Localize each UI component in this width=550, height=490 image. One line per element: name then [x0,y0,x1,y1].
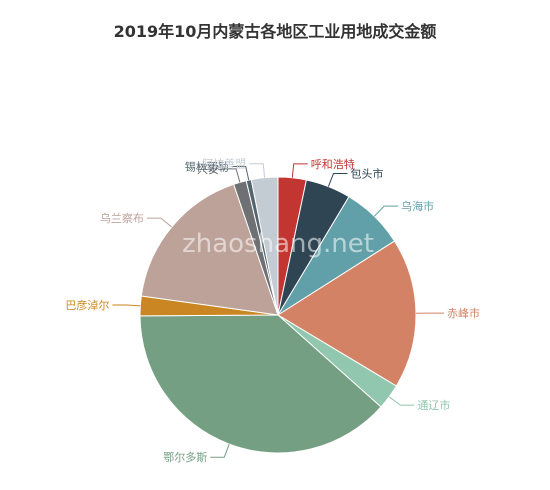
slice-label-10: 阿拉善盟 [202,157,246,171]
chart-title: 2019年10月内蒙古各地区工业用地成交金额 [113,22,437,41]
watermark-text: zhaoshang.net [182,229,374,259]
slice-label-4: 通辽市 [417,398,450,412]
slice-label-5: 鄂尔多斯 [163,450,207,464]
leader-line-10 [249,163,266,178]
leader-line-8 [222,168,241,183]
leader-line-2 [373,205,399,217]
slice-label-9: 锡林郭勒 [185,159,229,173]
slice-label-0: 呼和浩特 [311,157,355,171]
slice-label-7: 乌兰察布 [100,211,144,225]
slice-label-2: 乌海市 [401,199,434,213]
leader-line-4 [388,396,415,406]
slice-label-6: 巴彦淖尔 [65,298,109,312]
leader-line-1 [327,172,348,187]
pie-slice-10[interactable] [250,176,279,316]
leader-line-9 [231,165,250,181]
slice-label-3: 赤峰市 [447,306,480,320]
slice-label-8: 兴安 [197,162,219,176]
leader-line-6 [112,304,141,307]
leader-line-5 [210,443,230,458]
leader-line-0 [291,163,308,178]
leader-line-7 [146,217,172,228]
slice-label-1: 包头市 [351,166,384,180]
